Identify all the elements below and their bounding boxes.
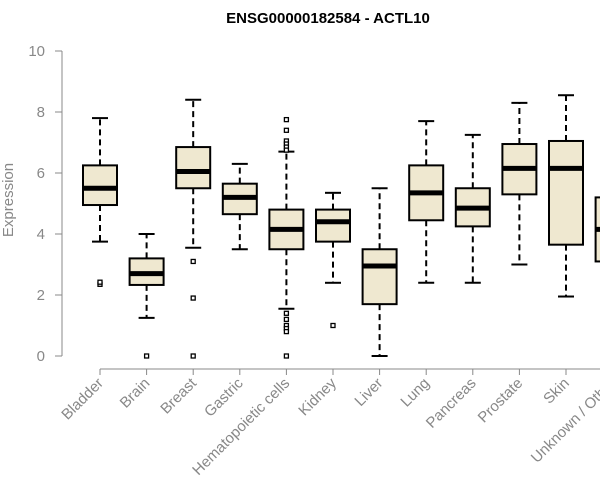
box-breast: [176, 100, 210, 358]
y-tick-label: 8: [37, 104, 45, 121]
iqr-box: [83, 165, 117, 205]
x-tick-label: Skin: [540, 375, 573, 408]
y-tick-label: 10: [28, 43, 45, 60]
y-tick-label: 4: [37, 226, 45, 243]
box-brain: [130, 234, 164, 358]
y-axis: 0 2 4 6 8 10: [28, 43, 62, 365]
box-prostate: [502, 103, 536, 265]
iqr-box: [363, 249, 397, 304]
outlier-point: [145, 354, 149, 358]
box-hematopoietic-cells: [269, 118, 303, 358]
outlier-point: [284, 128, 288, 132]
x-tick-label: Breast: [157, 374, 200, 417]
boxplot-chart: ENSG00000182584 - ACTL10 Expression 0 2 4 6…: [0, 0, 600, 500]
y-tick-label: 6: [37, 165, 45, 182]
outlier-point: [284, 148, 288, 152]
outlier-point: [284, 330, 288, 334]
box-liver: [363, 188, 397, 356]
box-gastric: [223, 164, 257, 249]
outlier-point: [331, 324, 335, 328]
box-lung: [409, 121, 443, 283]
outlier-point: [191, 259, 195, 263]
x-tick-label: Bladder: [58, 375, 107, 424]
iqr-box: [316, 210, 350, 242]
outlier-point: [284, 354, 288, 358]
outlier-point: [284, 317, 288, 321]
x-tick-label: Kidney: [295, 374, 340, 419]
box-pancreas: [456, 135, 490, 283]
outlier-point: [98, 280, 102, 284]
box-kidney: [316, 193, 350, 328]
x-tick-label: Lung: [397, 375, 433, 411]
y-tick-label: 2: [37, 287, 45, 304]
x-tick-label: Pancreas: [423, 375, 480, 432]
outlier-point: [191, 354, 195, 358]
box-bladder: [83, 118, 117, 286]
outlier-point: [284, 118, 288, 122]
y-tick-label: 0: [37, 348, 45, 365]
box-skin: [549, 95, 583, 296]
chart-title: ENSG00000182584 - ACTL10: [226, 10, 430, 27]
x-tick-label: Prostate: [475, 375, 527, 427]
outlier-point: [284, 311, 288, 315]
x-tick-label: Liver: [351, 375, 386, 410]
iqr-box: [176, 147, 210, 188]
boxes-group: [83, 40, 600, 358]
outlier-point: [191, 296, 195, 300]
x-tick-label: Gastric: [201, 374, 247, 420]
y-axis-label: Expression: [0, 163, 17, 237]
x-tick-label: Brain: [117, 375, 154, 412]
box-unknown-other: [596, 40, 600, 356]
iqr-box: [549, 141, 583, 245]
